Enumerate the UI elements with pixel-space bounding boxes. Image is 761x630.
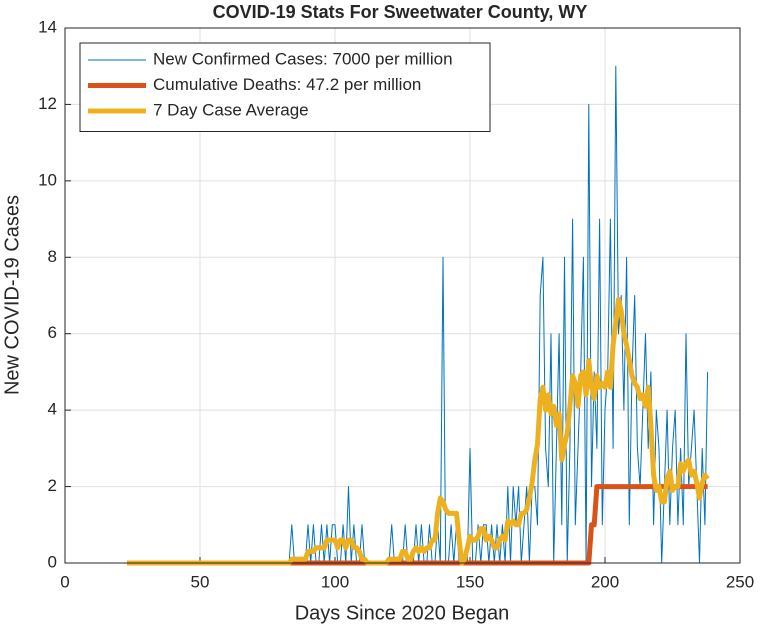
x-tick-label: 100 [321, 572, 349, 591]
y-tick-label: 10 [38, 170, 57, 189]
x-tick-label: 200 [591, 572, 619, 591]
y-tick-label: 4 [48, 400, 57, 419]
legend-label: New Confirmed Cases: 7000 per million [153, 49, 453, 68]
y-tick-label: 2 [48, 476, 57, 495]
y-tick-label: 8 [48, 247, 57, 266]
y-tick-label: 14 [38, 17, 57, 36]
legend-box [79, 42, 491, 132]
x-axis-label: Days Since 2020 Began [295, 602, 510, 624]
x-tick-label: 50 [191, 572, 210, 591]
plot-frame [64, 27, 741, 564]
legend-label: 7 Day Case Average [153, 100, 309, 119]
y-axis-label: New COVID-19 Cases [1, 195, 23, 395]
chart-title: COVID-19 Stats For Sweetwater County, WY [213, 2, 588, 22]
legend-label: Cumulative Deaths: 47.2 per million [153, 75, 421, 94]
x-tick-label: 150 [456, 572, 484, 591]
y-tick-label: 0 [48, 552, 57, 571]
x-tick-label: 0 [60, 572, 69, 591]
y-tick-label: 6 [48, 323, 57, 342]
x-tick-label: 250 [726, 572, 754, 591]
y-tick-label: 12 [38, 94, 57, 113]
